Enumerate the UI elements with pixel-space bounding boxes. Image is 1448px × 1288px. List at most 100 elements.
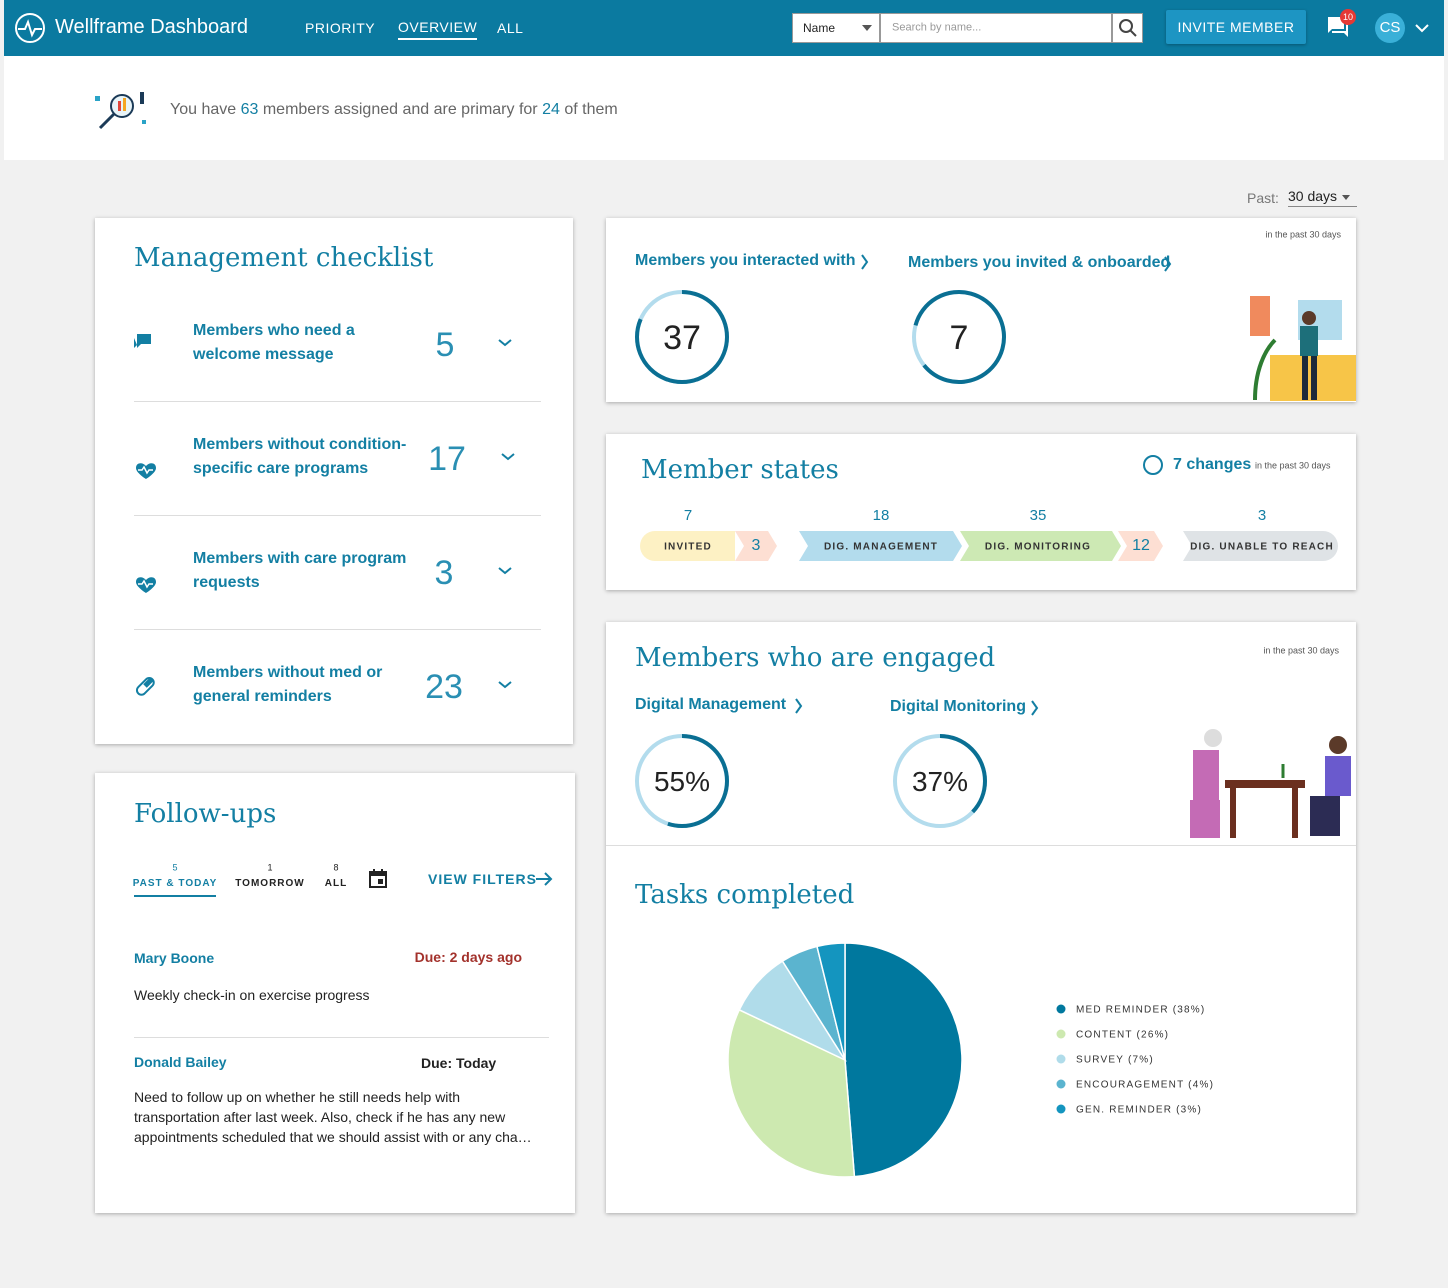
search-input[interactable] xyxy=(880,13,1112,43)
metric-link[interactable]: Members you interacted with xyxy=(635,252,856,269)
metric-link[interactable]: Digital Monitoring xyxy=(890,698,1026,715)
checklist-label[interactable]: Members without condition-specific care … xyxy=(193,436,407,477)
messages-icon[interactable] xyxy=(1326,15,1350,39)
transition-count: 12 xyxy=(1132,537,1150,554)
search-icon xyxy=(1119,19,1137,37)
legend-label: ENCOURAGEMENT (4%) xyxy=(1076,1080,1214,1091)
state-count: 3 xyxy=(1258,507,1266,524)
transition-count: 3 xyxy=(752,537,761,554)
state-count: 35 xyxy=(1030,507,1047,524)
divider xyxy=(134,515,541,516)
state-flow xyxy=(640,531,1338,561)
summary-illustration xyxy=(95,92,146,130)
followup-name[interactable]: Donald Bailey xyxy=(134,1054,227,1070)
followup-due: Due: 2 days ago xyxy=(414,949,522,965)
legend-label: MED REMINDER (38%) xyxy=(1076,1005,1205,1016)
chart-title: Tasks completed xyxy=(635,880,855,910)
interaction-rings xyxy=(635,254,1172,716)
checklist-icons xyxy=(134,334,515,696)
invite-label: INVITE MEMBER xyxy=(1177,19,1295,35)
summary-band xyxy=(4,56,1444,160)
period-caret xyxy=(1342,195,1350,200)
followup-note: Weekly check-in on exercise progress xyxy=(134,987,370,1003)
ring-progress xyxy=(635,734,729,828)
search-placeholder: Search by name... xyxy=(892,21,982,34)
search-select-value: Name xyxy=(803,21,836,35)
followup-name[interactable]: Mary Boone xyxy=(134,950,215,966)
state-label: INVITED xyxy=(664,542,712,553)
card-title: Management checklist xyxy=(134,243,434,273)
state-label: DIG. MONITORING xyxy=(985,542,1091,553)
metric-link[interactable]: Digital Management xyxy=(635,696,787,713)
summary-suffix: of them xyxy=(564,101,618,118)
checklist-count: 23 xyxy=(425,668,463,706)
tab-underline xyxy=(134,895,216,897)
illustration xyxy=(1190,296,1356,838)
app-title: Wellframe Dashboard xyxy=(55,16,249,38)
tab-label[interactable]: PAST & TODAY xyxy=(132,878,218,889)
tab-label[interactable]: ALL xyxy=(324,878,348,889)
legend-label: CONTENT (26%) xyxy=(1076,1030,1169,1041)
period-select[interactable]: 30 days xyxy=(1288,187,1358,207)
tab-count: 5 xyxy=(172,862,178,873)
divider xyxy=(134,1037,549,1038)
period-label: Past: xyxy=(1247,190,1279,206)
metric-link[interactable]: Members you invited & onboarded xyxy=(908,254,1171,271)
tab-label[interactable]: TOMORROW xyxy=(235,878,305,889)
chevrons[interactable] xyxy=(498,339,515,689)
state-label: DIG. MANAGEMENT xyxy=(824,542,938,553)
metric-value: 7 xyxy=(949,319,969,357)
legend-dot xyxy=(1056,1029,1066,1039)
metric-value: 55% xyxy=(653,766,711,797)
divider xyxy=(606,845,1356,846)
view-filters[interactable]: VIEW FILTERS xyxy=(428,871,537,887)
state-count: 18 xyxy=(873,507,890,524)
state-label: DIG. UNABLE TO REACH xyxy=(1190,542,1334,553)
checklist-label[interactable]: Members without med or general reminders xyxy=(193,664,383,705)
members-count: 63 xyxy=(240,101,259,118)
notification-badge: 10 xyxy=(1340,9,1356,25)
checklist-label[interactable]: Members with care program requests xyxy=(193,550,407,591)
checklist-count: 17 xyxy=(428,440,466,478)
interactions-card xyxy=(606,218,1356,402)
pie-slice xyxy=(844,942,963,1178)
state-count: 7 xyxy=(684,507,692,524)
invite-button[interactable] xyxy=(1166,10,1306,44)
legend-label: GEN. REMINDER (3%) xyxy=(1076,1105,1202,1116)
nav-link[interactable]: PRIORITY xyxy=(305,20,376,36)
primary-count: 24 xyxy=(542,101,560,118)
avatar-caret[interactable] xyxy=(1415,23,1429,33)
tab-count: 1 xyxy=(267,862,273,873)
legend-dot xyxy=(1056,1079,1066,1089)
legend-dot xyxy=(1056,1004,1066,1014)
period-note: in the past 30 days xyxy=(1255,460,1331,471)
search-button[interactable] xyxy=(1112,13,1143,43)
arrow-icon[interactable] xyxy=(535,870,553,888)
followup-note: Need to follow up on whether he still ne… xyxy=(134,1089,532,1145)
card-title: Members who are engaged xyxy=(635,643,996,673)
followups-card xyxy=(95,773,575,1213)
checklist-count: 3 xyxy=(434,554,454,592)
nav-link[interactable]: ALL xyxy=(497,20,524,36)
checklist-label[interactable]: Members who need a welcome message xyxy=(193,322,355,363)
ring-progress xyxy=(893,734,987,828)
card-title: Member states xyxy=(641,455,839,485)
calendar-icon[interactable] xyxy=(368,868,388,888)
changes-link[interactable]: 7 changes xyxy=(1173,456,1252,473)
legend-dot xyxy=(1056,1104,1066,1114)
select-caret xyxy=(862,25,872,31)
metric-value: 37 xyxy=(663,319,701,357)
summary-middle: members assigned and are primary for xyxy=(262,101,538,118)
divider xyxy=(134,629,541,630)
tab-count: 8 xyxy=(333,862,339,873)
avatar[interactable]: CS xyxy=(1375,13,1405,43)
card-title: Follow-ups xyxy=(134,799,277,829)
followup-due: Due: Today xyxy=(421,1055,497,1071)
summary-text: You have 63 members assigned and are pri… xyxy=(170,102,618,118)
member-states-card xyxy=(606,434,1356,590)
legend-dot xyxy=(1056,1054,1066,1064)
checklist-count: 5 xyxy=(435,326,455,364)
nav-link[interactable]: OVERVIEW xyxy=(398,16,478,40)
